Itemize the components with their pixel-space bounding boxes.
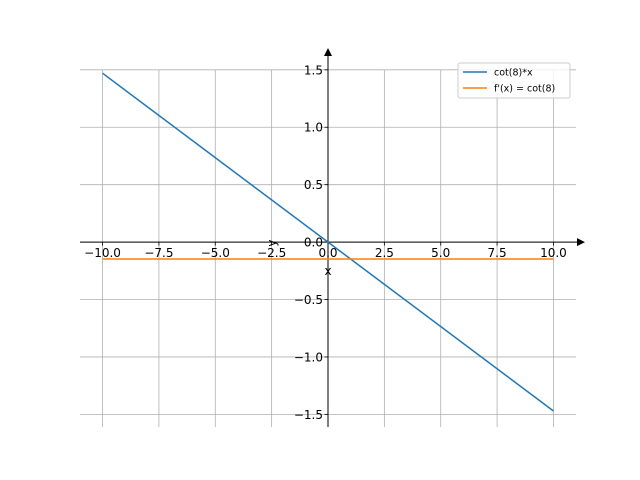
series: [102, 72, 554, 412]
x-axis-arrow: [577, 238, 585, 247]
x-tick-label: 2.5: [375, 246, 394, 260]
x-tick-label: −5.0: [201, 246, 230, 260]
x-tick-label: −7.5: [144, 246, 173, 260]
series-line-0: [102, 72, 554, 412]
x-tick-label: 10.0: [540, 246, 567, 260]
y-tick-label: 1.0: [304, 121, 323, 135]
x-tick-label: 0.0: [318, 246, 337, 260]
x-tick-label: 7.5: [488, 246, 507, 260]
y-axis-label: y: [265, 239, 279, 246]
x-tick-label: −2.5: [257, 246, 286, 260]
x-tick-label: 5.0: [431, 246, 450, 260]
y-axis-arrow: [324, 48, 332, 56]
legend: cot(8)*x f'(x) = cot(8): [457, 62, 571, 99]
x-tick-label: −10.0: [84, 246, 121, 260]
y-tick-label: −0.5: [294, 293, 323, 307]
x-axis-label: x: [324, 264, 331, 278]
y-tick-label: 1.5: [304, 63, 323, 77]
legend-label-1: f'(x) = cot(8): [494, 84, 555, 95]
y-tick-label: 0.5: [304, 178, 323, 192]
y-tick-label: 0.0: [304, 236, 323, 250]
legend-label-0: cot(8)*x: [494, 68, 533, 79]
y-tick-label: −1.5: [294, 408, 323, 422]
axes: [80, 48, 585, 427]
y-tick-label: −1.0: [294, 350, 323, 364]
tick-labels: −10.0 −7.5 −5.0 −2.5 0.0 2.5 5.0 7.5 10.0 −1.5 −1.…: [84, 63, 567, 422]
